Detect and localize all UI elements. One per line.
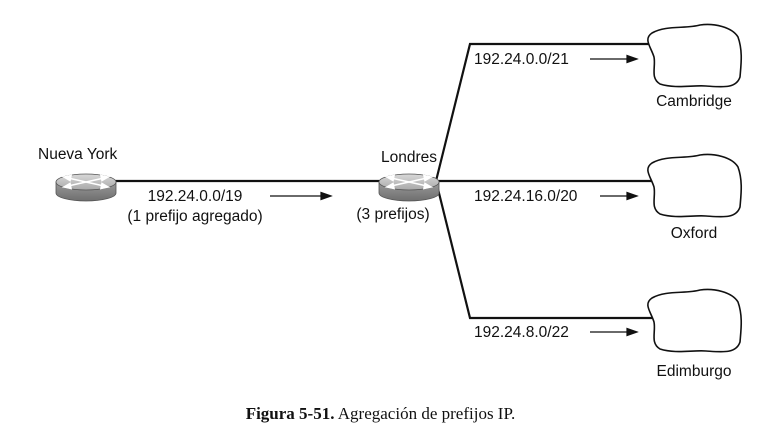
label-edinburgh-prefix: 192.24.8.0/22 (474, 324, 569, 341)
arrow-cambridge (590, 54, 639, 64)
arrow-oxford (600, 191, 639, 201)
label-ny-london-prefix: 192.24.0.0/19 (148, 188, 243, 205)
label-edinburgh: Edimburgo (657, 363, 732, 380)
label-cambridge-prefix: 192.24.0.0/21 (474, 51, 569, 68)
arrows (270, 54, 639, 337)
cloud-icon (647, 288, 743, 353)
label-oxford: Oxford (671, 225, 718, 242)
figure-caption: Figura 5-51. Agregación de prefijos IP. (0, 404, 761, 424)
label-ny-london-note: (1 prefijo agregado) (127, 208, 262, 225)
link-london-cambridge (434, 42, 652, 182)
caption-number: Figura 5-51. (245, 404, 335, 423)
arrow-edinburgh (590, 327, 639, 337)
label-london-note: (3 prefijos) (356, 206, 429, 223)
label-new-york: Nueva York (38, 146, 118, 163)
arrow-ny-london (270, 191, 333, 201)
router-icon (378, 173, 440, 202)
cloud-icon (647, 23, 743, 88)
links (114, 42, 652, 320)
label-cambridge: Cambridge (656, 93, 732, 110)
caption-text: Agregación de prefijos IP. (337, 404, 516, 423)
label-london: Londres (381, 149, 437, 166)
label-oxford-prefix: 192.24.16.0/20 (474, 188, 578, 205)
router-icon (55, 173, 117, 202)
link-london-edinburgh (434, 180, 652, 320)
cloud-icon (647, 153, 743, 218)
